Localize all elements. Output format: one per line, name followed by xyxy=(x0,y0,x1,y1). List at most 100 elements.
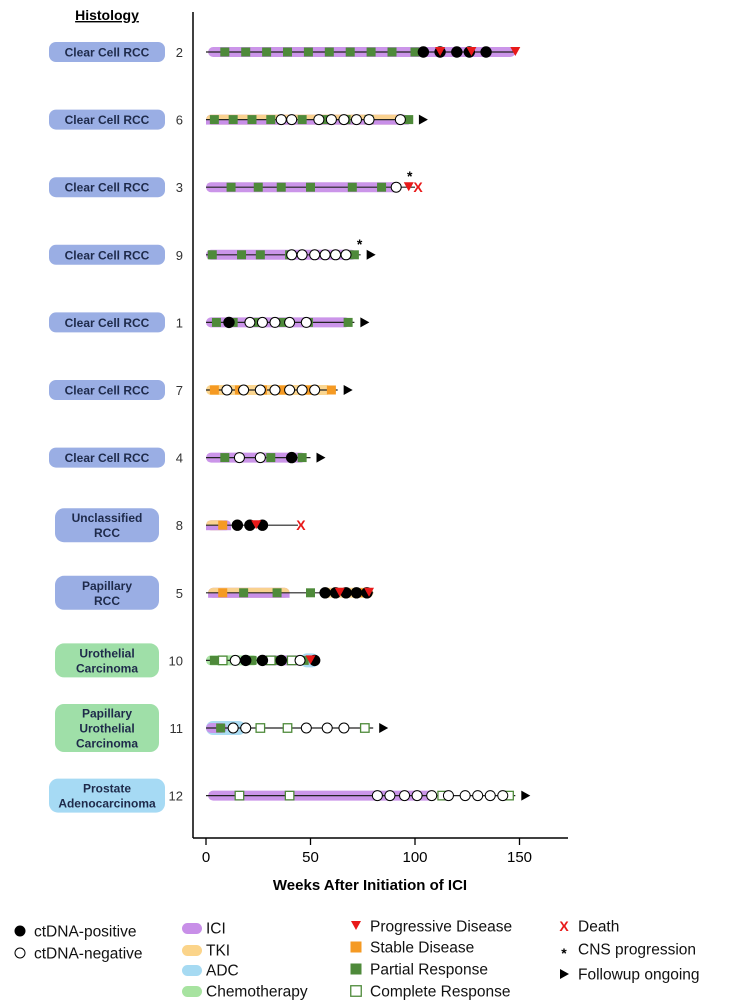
legend-ctdna-negative-icon xyxy=(14,947,26,959)
ctdna-negative-marker xyxy=(221,384,233,396)
legend-label: Stable Disease xyxy=(370,940,474,957)
partial-response-marker xyxy=(306,588,315,598)
ctdna-positive-marker xyxy=(240,654,252,667)
legend-therapy-swatch xyxy=(182,923,202,934)
therapy-bar-ici xyxy=(206,120,409,125)
partial-response-marker xyxy=(253,182,263,192)
histology-text: Papillary xyxy=(82,707,132,721)
ctdna-negative-marker xyxy=(325,114,337,126)
ctdna-negative-marker xyxy=(350,114,362,126)
ctdna-positive-marker xyxy=(231,519,244,531)
progressive-disease-marker xyxy=(305,655,316,665)
histology-label xyxy=(49,177,165,198)
legend-sd-icon xyxy=(350,941,362,953)
histology-text: Unclassified xyxy=(72,511,143,525)
stable-disease-marker xyxy=(218,520,228,530)
histology-text: Clear Cell RCC xyxy=(65,316,150,330)
histology-text: Clear Cell RCC xyxy=(65,248,150,262)
patient-id: 8 xyxy=(176,518,183,533)
ctdna-negative-marker xyxy=(254,452,266,464)
ctdna-negative-marker xyxy=(321,722,333,734)
progressive-disease-marker xyxy=(403,182,414,192)
patient-row-2: Clear Cell RCC 2 xyxy=(49,42,521,62)
histology-text: Clear Cell RCC xyxy=(65,451,150,465)
ctdna-negative-marker xyxy=(238,384,250,396)
ctdna-negative-marker xyxy=(442,790,454,802)
ctdna-positive-marker xyxy=(350,587,363,599)
followup-ongoing-marker xyxy=(343,385,353,395)
partial-response-marker xyxy=(387,47,397,57)
histology-text: RCC xyxy=(94,526,120,540)
ctdna-positive-marker xyxy=(451,46,463,58)
legend-item-cns: * CNS progression xyxy=(561,942,696,962)
progressive-disease-marker xyxy=(435,47,446,56)
legend-label: ctDNA-negative xyxy=(34,946,143,963)
partial-response-marker xyxy=(343,317,353,327)
histology-text: Clear Cell RCC xyxy=(65,181,150,195)
ctdna-negative-marker xyxy=(340,249,352,261)
partial-response-marker xyxy=(207,250,217,260)
complete-response-marker xyxy=(282,723,293,733)
legend-item-tki: TKI xyxy=(182,943,230,960)
histology-header: Histology xyxy=(75,7,139,23)
legend-item-adc: ADC xyxy=(182,963,239,980)
ctdna-negative-marker xyxy=(399,790,411,802)
ctdna-negative-marker xyxy=(472,790,484,802)
followup-ongoing-marker xyxy=(521,790,531,801)
stable-disease-marker xyxy=(209,385,219,395)
x-axis-label: Weeks After Initiation of ICI xyxy=(273,877,467,894)
legend-label: Chemotherapy xyxy=(206,984,308,1001)
patient-row-7: Clear Cell RCC 7 xyxy=(49,380,353,400)
ctdna-negative-marker xyxy=(240,722,252,734)
patient-row-6: Clear Cell RCC 6 xyxy=(49,109,428,130)
partial-response-marker xyxy=(266,453,276,463)
cns-progression-marker: * xyxy=(407,168,413,184)
histology-label xyxy=(49,778,165,813)
stable-disease-marker xyxy=(278,385,288,395)
partial-response-marker xyxy=(377,182,387,192)
legend-therapy-swatch xyxy=(182,965,202,976)
legend-death-icon: X xyxy=(559,918,569,934)
complete-response-marker xyxy=(284,790,295,801)
death-marker: X xyxy=(296,517,306,533)
ctdna-negative-marker xyxy=(484,790,496,802)
stable-disease-marker xyxy=(303,385,313,395)
patient-id: 2 xyxy=(176,45,183,60)
patient-id: 10 xyxy=(169,653,183,668)
x-tick-label: 50 xyxy=(302,849,319,866)
stable-disease-marker xyxy=(218,588,228,598)
histology-label xyxy=(49,447,165,468)
legend-label: Complete Response xyxy=(370,984,510,1001)
followup-ongoing-marker xyxy=(366,249,376,260)
progressive-disease-marker xyxy=(466,47,477,56)
legend-therapy-swatch xyxy=(182,986,202,997)
legend-ctdna-positive-icon xyxy=(14,925,26,937)
progressive-disease-marker xyxy=(334,587,345,597)
ctdna-negative-marker xyxy=(363,114,375,126)
legend-cns-icon: * xyxy=(561,945,567,961)
legend-item-pr: Partial Response xyxy=(350,962,488,979)
ctdna-negative-marker xyxy=(296,249,308,261)
histology-text: Clear Cell RCC xyxy=(65,384,150,398)
patient-id: 11 xyxy=(170,721,184,736)
progressive-disease-marker xyxy=(251,520,262,530)
histology-text: Carcinoma xyxy=(76,661,138,675)
x-tick-label: 100 xyxy=(402,849,427,866)
legend-item-ctdna-neg: ctDNA-negative xyxy=(14,946,143,963)
ctdna-positive-marker xyxy=(223,316,235,329)
histology-label xyxy=(55,575,159,610)
ctdna-negative-marker xyxy=(229,654,241,666)
partial-response-marker xyxy=(278,317,288,327)
ctdna-negative-marker xyxy=(284,316,296,328)
histology-label xyxy=(49,312,165,333)
legend-label: Partial Response xyxy=(370,962,488,979)
partial-response-marker xyxy=(410,47,420,57)
legend-item-ctdna-pos: ctDNA-positive xyxy=(14,924,137,941)
partial-response-marker xyxy=(303,47,313,57)
histology-label xyxy=(55,508,159,543)
patient-id: 6 xyxy=(176,113,183,128)
partial-response-marker xyxy=(209,115,219,125)
